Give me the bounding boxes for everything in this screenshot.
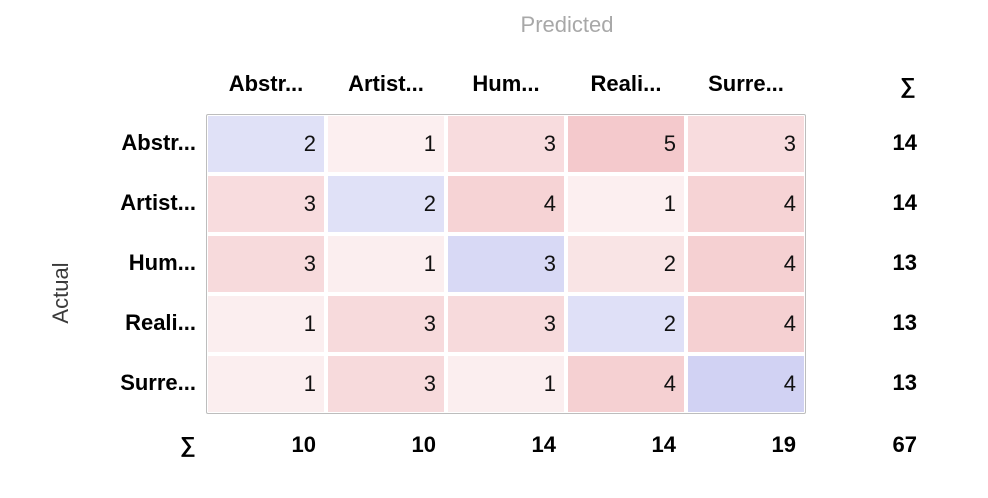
column-header: Artist... — [348, 71, 424, 96]
column-total: 19 — [771, 432, 796, 457]
grand-total: 67 — [892, 432, 917, 457]
matrix-cell: 1 — [448, 356, 564, 412]
column-total: 10 — [411, 432, 436, 457]
matrix-cell: 3 — [328, 296, 444, 352]
row-total: 14 — [892, 190, 917, 215]
matrix-cell: 1 — [328, 236, 444, 292]
matrix-cell: 1 — [208, 296, 324, 352]
matrix-cell: 2 — [568, 296, 684, 352]
column-total: 10 — [291, 432, 316, 457]
column-total: 14 — [531, 432, 556, 457]
row-header: Surre... — [120, 370, 196, 395]
row-total: 14 — [892, 130, 917, 155]
matrix-cell: 3 — [448, 296, 564, 352]
matrix-cell: 3 — [208, 236, 324, 292]
matrix-cell: 3 — [328, 356, 444, 412]
column-sum-header: ∑ — [180, 432, 196, 457]
matrix-cell: 3 — [208, 176, 324, 232]
matrix-cell: 4 — [688, 176, 804, 232]
matrix-cell: 3 — [448, 236, 564, 292]
matrix-cell: 1 — [568, 176, 684, 232]
matrix-cell: 4 — [688, 236, 804, 292]
row-total: 13 — [892, 250, 917, 275]
x-axis-title: Predicted — [520, 12, 614, 37]
matrix-cell: 4 — [448, 176, 564, 232]
column-header: Hum... — [472, 71, 540, 96]
row-header: Reali... — [125, 310, 196, 335]
row-sum-header: ∑ — [900, 73, 916, 98]
matrix-cell: 3 — [448, 116, 564, 172]
column-header: Abstr... — [228, 71, 304, 96]
row-header: Artist... — [120, 190, 196, 215]
row-total: 13 — [892, 370, 917, 395]
column-header: Reali... — [590, 71, 662, 96]
matrix-cell: 1 — [208, 356, 324, 412]
matrix-cell: 4 — [688, 356, 804, 412]
matrix-cell: 5 — [568, 116, 684, 172]
column-header: Surre... — [708, 71, 784, 96]
row-header: Hum... — [128, 250, 196, 275]
matrix-cell: 2 — [568, 236, 684, 292]
column-total: 14 — [651, 432, 676, 457]
matrix-cell: 3 — [688, 116, 804, 172]
row-total: 13 — [892, 310, 917, 335]
row-header: Abstr... — [121, 130, 196, 155]
matrix-cell: 4 — [688, 296, 804, 352]
matrix-cell: 1 — [328, 116, 444, 172]
matrix-cell: 2 — [208, 116, 324, 172]
matrix-frame — [206, 114, 806, 414]
matrix-cell: 2 — [328, 176, 444, 232]
matrix-cell: 4 — [568, 356, 684, 412]
